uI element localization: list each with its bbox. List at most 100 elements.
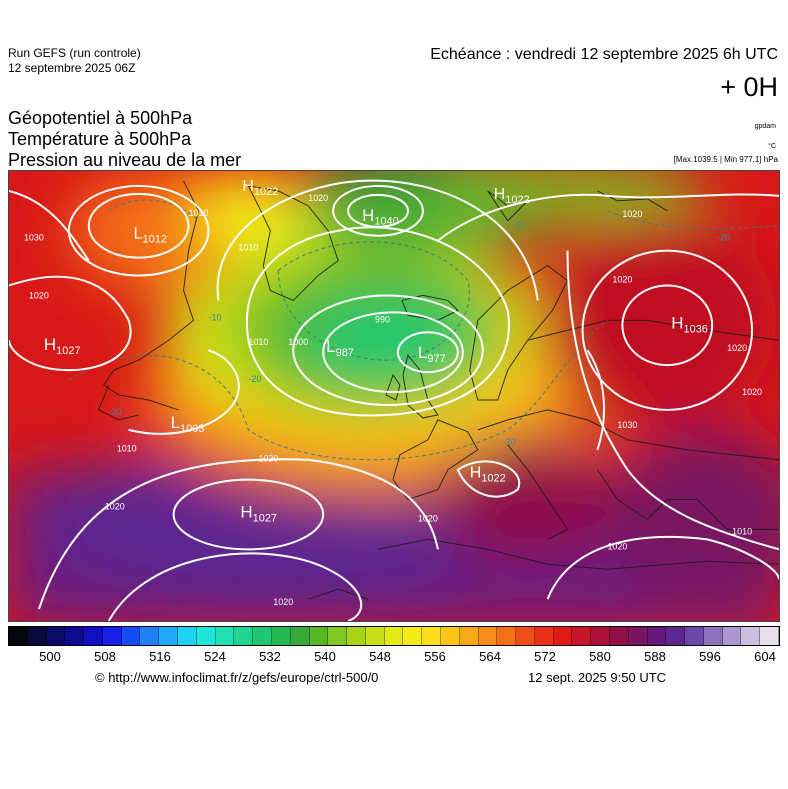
generated-timestamp: 12 sept. 2025 9:50 UTC [528, 670, 667, 685]
isobar-label: 1020 [29, 290, 49, 300]
colorbar-swatch [422, 627, 441, 645]
colorbar-swatch [534, 627, 554, 645]
run-date: 12 septembre 2025 06Z [8, 61, 136, 75]
colorbar-swatch [102, 627, 122, 645]
isotherm-label: -20 [513, 221, 526, 231]
colorbar-swatch [328, 627, 348, 645]
colorbar-swatch [196, 627, 216, 645]
isobars [9, 179, 779, 621]
isobar-label: 1020 [607, 541, 627, 551]
colorbar-swatch [9, 627, 28, 645]
colorbar-tick-label: 580 [589, 649, 611, 664]
isobar-label: 1020 [727, 343, 747, 353]
pressure-center-greenland: H1040 [362, 206, 399, 228]
colorbar-tick-label: 588 [644, 649, 666, 664]
variable-temperature: Température à 500hPa [8, 129, 192, 149]
colorbar-swatch [403, 627, 423, 645]
colorbar-tick-label: 564 [479, 649, 501, 664]
isobar-label: 1000 [288, 337, 308, 347]
geopotential-field: 1020 1010 1020 1020 1020 1010 1000 990 1020 1020 1… [9, 171, 779, 621]
credit-link[interactable]: © http://www.infoclimat.fr/z/gefs/europe… [95, 670, 379, 685]
isobar-label: 1020 [273, 597, 293, 607]
colorbar-swatch [309, 627, 329, 645]
isotherm-label: -20 [503, 437, 516, 447]
isobar-label: 1030 [617, 420, 637, 430]
colorbar-swatch [440, 627, 460, 645]
colorbar-swatch [760, 627, 780, 645]
colorbar-swatch [647, 627, 667, 645]
pressure-max-min: [Max 1039.5 | Min 977.1] hPa [673, 155, 778, 164]
isobar-label: 1030 [24, 233, 44, 243]
isobar-label: 1020 [258, 454, 278, 464]
colorbar-tick-label: 572 [534, 649, 556, 664]
colorbar-swatch [253, 627, 272, 645]
pressure-center-svalbard: H1022 [494, 186, 530, 206]
colorbar-tick-label: 556 [424, 649, 446, 664]
colorbar-swatch [610, 627, 629, 645]
colorbar-swatch [365, 627, 385, 645]
isobar-label: 1010 [238, 243, 258, 253]
isobar-label: 1020 [622, 209, 642, 219]
isobar-label: 1020 [612, 275, 632, 285]
colorbar-tick-label: 532 [259, 649, 281, 664]
coastlines [98, 180, 779, 600]
colorbar-swatch [553, 627, 573, 645]
pressure-center-iceland-sw: L987 [326, 337, 354, 359]
pressure-center-arctic: H1022 [242, 178, 278, 198]
isotherm-label: -20 [248, 374, 261, 384]
colorbar-swatch [741, 627, 761, 645]
colorbar-swatch [178, 627, 197, 645]
pressure-center-azores: H1027 [240, 502, 277, 524]
temperature-labels: -20 -20 -20 -20 -20 -10 [109, 221, 730, 447]
colorbar-tick-label: 604 [754, 649, 776, 664]
colorbar-tick-label: 508 [94, 649, 116, 664]
pressure-center-canada: L1012 [134, 226, 167, 246]
variable-geopotential: Géopotentiel à 500hPa [8, 108, 193, 128]
pressure-center-iberia: H1022 [470, 465, 506, 485]
colorbar-swatch [215, 627, 235, 645]
colorbar-swatch [159, 627, 179, 645]
colorbar-swatch [591, 627, 610, 645]
isobar-labels: 1020 1010 1020 1020 1020 1010 1000 990 1020 1020 1… [24, 193, 762, 607]
forecast-valid-time: Echéance : vendredi 12 septembre 2025 6h… [430, 46, 778, 63]
colorbar-swatch [121, 627, 141, 645]
colorbar-swatch [572, 627, 592, 645]
isobar-label: 1020 [418, 513, 438, 523]
pressure-center-iceland-se: L977 [418, 343, 446, 365]
colorbar-swatch [65, 627, 85, 645]
colorbar-swatch [628, 627, 648, 645]
colorbar-swatch [703, 627, 723, 645]
colorbar-ticks: 500 508 516 524 532 540 548 556 564 572 580 588 596 6… [8, 649, 780, 667]
colorbar-swatch [347, 627, 366, 645]
unit-temperature: °C [768, 143, 776, 150]
isobar-label: 1010 [732, 526, 752, 536]
colorbar-swatch [722, 627, 742, 645]
colorbar-swatch [497, 627, 517, 645]
pressure-center-russia: H1036 [671, 313, 708, 335]
colorbar-swatch [478, 627, 498, 645]
isobar-label: 1010 [248, 337, 268, 347]
isobar-label: 1020 [742, 387, 762, 397]
temperature-isotherms [68, 199, 779, 461]
colorbar-tick-label: 596 [699, 649, 721, 664]
forecast-offset: + 0H [720, 72, 778, 102]
colorbar-swatch [46, 627, 66, 645]
weather-map: 1020 1010 1020 1020 1020 1010 1000 990 1020 1020 1… [8, 170, 780, 622]
pressure-center-west: H1027 [44, 335, 81, 357]
colorbar-tick-label: 540 [314, 649, 336, 664]
colorbar-swatch [384, 627, 404, 645]
isobar-label: 1010 [117, 444, 137, 454]
colorbar-swatch [290, 627, 310, 645]
colorbar-tick-label: 516 [149, 649, 171, 664]
colorbar-swatch [234, 627, 254, 645]
run-title: Run GEFS (run controle) [8, 46, 141, 60]
colorbar-swatch [685, 627, 704, 645]
colorbar-swatch [271, 627, 291, 645]
isotherm-label: -20 [717, 233, 730, 243]
colorbar-swatch [666, 627, 686, 645]
colorbar-swatch [84, 627, 103, 645]
isobar-label: 1020 [105, 502, 125, 512]
colorbar [8, 626, 780, 646]
colorbar-tick-label: 548 [369, 649, 391, 664]
isobar-label: 1020 [308, 193, 328, 203]
